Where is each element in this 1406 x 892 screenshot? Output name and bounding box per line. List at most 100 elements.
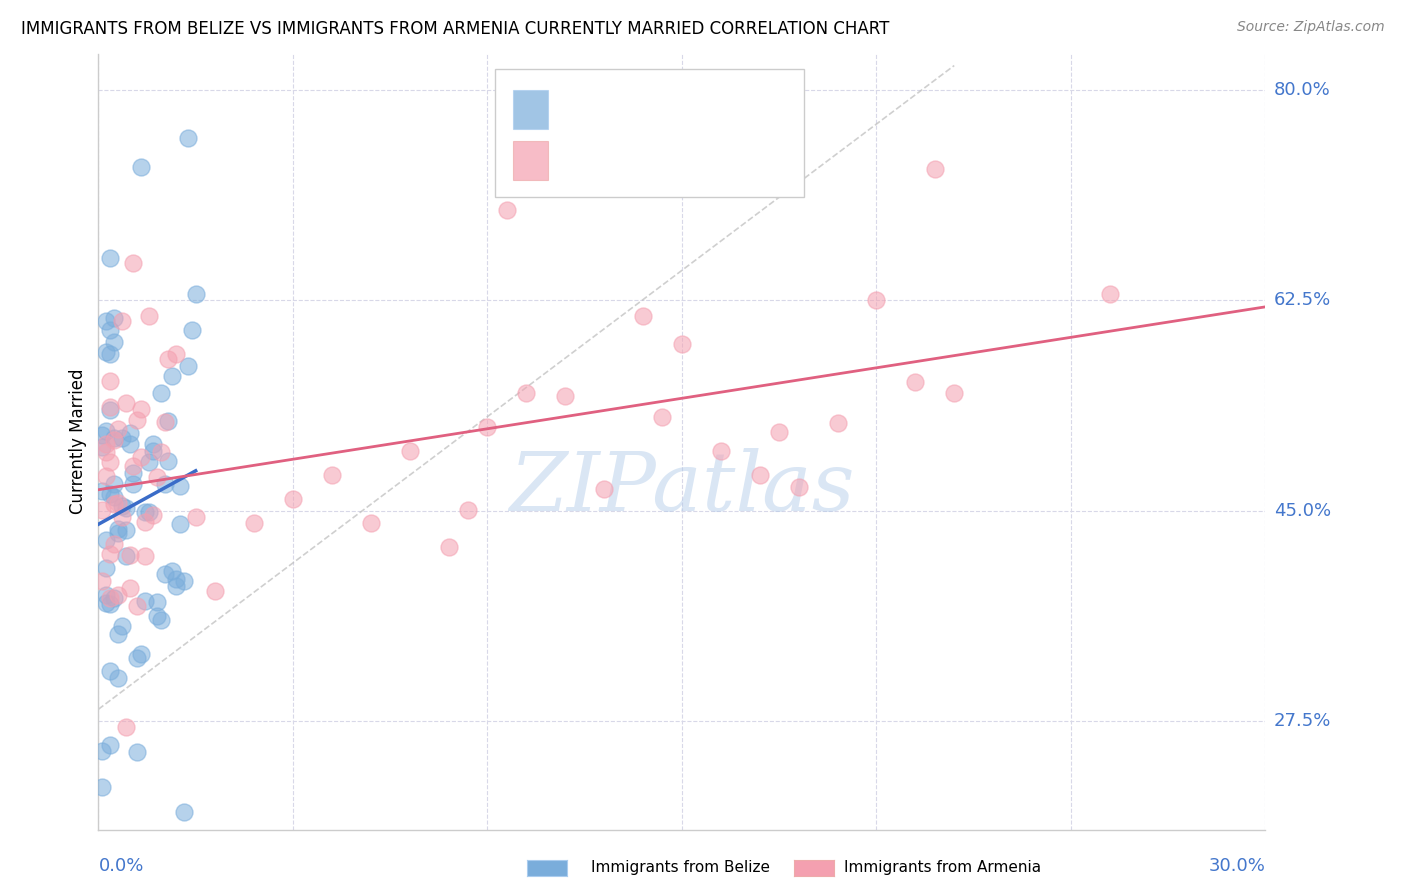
- Point: [98, 591, 121, 605]
- Point: [184, 510, 207, 524]
- Point: [96, 424, 118, 438]
- Point: [134, 549, 156, 563]
- Point: [107, 627, 129, 641]
- Point: [118, 436, 141, 450]
- Point: [118, 581, 141, 595]
- Point: [96, 588, 118, 602]
- Point: [134, 505, 156, 519]
- Point: [142, 436, 165, 450]
- Point: [457, 503, 479, 517]
- Point: [103, 537, 125, 551]
- Point: [671, 337, 693, 351]
- Point: [111, 618, 134, 632]
- Point: [173, 574, 195, 588]
- Point: [98, 455, 121, 469]
- Point: [129, 450, 152, 464]
- Text: N =: N =: [679, 100, 723, 120]
- Point: [496, 202, 519, 217]
- Point: [243, 516, 266, 530]
- Text: N =: N =: [679, 151, 723, 169]
- Point: [91, 744, 114, 758]
- Point: [129, 160, 152, 174]
- Point: [91, 503, 114, 517]
- Point: [114, 549, 136, 563]
- Point: [768, 425, 790, 439]
- Point: [98, 548, 121, 562]
- Text: 0.201: 0.201: [603, 151, 665, 169]
- Point: [107, 422, 129, 436]
- Point: [96, 314, 118, 328]
- Text: 64: 64: [724, 151, 751, 169]
- Text: 30.0%: 30.0%: [1209, 857, 1265, 875]
- Point: [114, 523, 136, 537]
- Point: [107, 671, 129, 685]
- Point: [138, 505, 160, 519]
- Point: [138, 455, 160, 469]
- Point: [165, 347, 187, 361]
- Text: IMMIGRANTS FROM BELIZE VS IMMIGRANTS FROM ARMENIA CURRENTLY MARRIED CORRELATION : IMMIGRANTS FROM BELIZE VS IMMIGRANTS FRO…: [21, 20, 890, 37]
- Point: [149, 613, 172, 627]
- Point: [107, 525, 129, 540]
- Point: [96, 561, 118, 575]
- Point: [98, 403, 121, 417]
- Point: [127, 651, 149, 665]
- Point: [153, 566, 176, 581]
- Point: [91, 440, 114, 454]
- Point: [103, 497, 125, 511]
- Point: [96, 533, 118, 547]
- Point: [149, 445, 172, 459]
- Point: [281, 491, 304, 506]
- FancyBboxPatch shape: [495, 69, 804, 197]
- Point: [118, 425, 141, 440]
- Point: [904, 375, 927, 389]
- Point: [111, 510, 134, 524]
- Point: [127, 413, 149, 427]
- Point: [169, 478, 191, 492]
- Point: [91, 427, 114, 442]
- Point: [173, 805, 195, 819]
- Text: 27.5%: 27.5%: [1274, 713, 1331, 731]
- Point: [107, 523, 129, 537]
- Point: [477, 419, 499, 434]
- Point: [827, 416, 849, 430]
- Point: [1098, 287, 1121, 301]
- Point: [924, 161, 946, 176]
- Point: [98, 597, 121, 611]
- Point: [96, 469, 118, 483]
- Point: [149, 385, 172, 400]
- Point: [103, 431, 125, 445]
- Text: R =: R =: [557, 100, 599, 120]
- Point: [122, 458, 145, 473]
- Point: [98, 664, 121, 678]
- Text: 80.0%: 80.0%: [1274, 80, 1330, 99]
- Point: [162, 369, 184, 384]
- Point: [146, 609, 169, 624]
- Point: [96, 437, 118, 451]
- Point: [107, 496, 129, 510]
- Point: [122, 477, 145, 491]
- Point: [103, 311, 125, 326]
- Point: [111, 499, 134, 513]
- Point: [114, 501, 136, 516]
- Point: [180, 323, 202, 337]
- Point: [98, 323, 121, 337]
- Point: [515, 385, 537, 400]
- Point: [118, 549, 141, 563]
- FancyBboxPatch shape: [513, 141, 548, 179]
- Point: [98, 738, 121, 752]
- Point: [134, 516, 156, 530]
- Point: [165, 579, 187, 593]
- Point: [787, 480, 810, 494]
- Point: [146, 595, 169, 609]
- Point: [129, 401, 152, 416]
- Text: 0.0%: 0.0%: [98, 857, 143, 875]
- Point: [142, 508, 165, 523]
- Point: [865, 293, 887, 307]
- Point: [157, 454, 180, 468]
- FancyBboxPatch shape: [513, 90, 548, 129]
- Point: [96, 596, 118, 610]
- Point: [184, 287, 207, 301]
- Point: [98, 400, 121, 414]
- Point: [114, 395, 136, 409]
- Point: [177, 359, 200, 374]
